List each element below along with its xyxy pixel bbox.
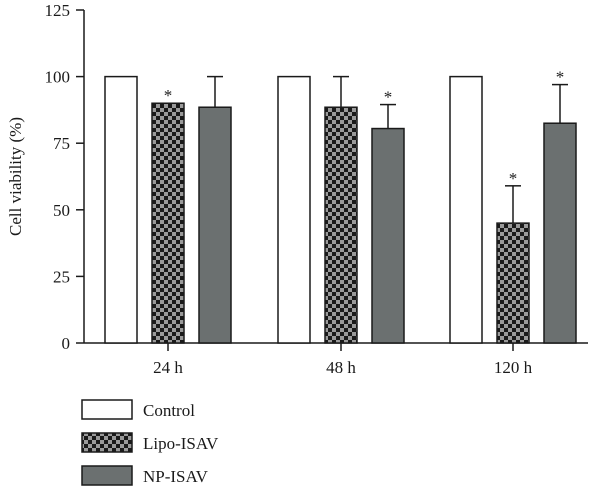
y-tick-label: 100 [45, 68, 71, 87]
legend-label: Lipo-ISAV [143, 434, 219, 453]
x-tick-label: 48 h [326, 358, 356, 377]
y-tick-label: 75 [53, 134, 70, 153]
x-tick-label: 120 h [494, 358, 533, 377]
bar [324, 106, 358, 344]
bar [496, 222, 530, 344]
bar [449, 75, 483, 344]
legend-swatch [81, 432, 133, 453]
bar [543, 122, 577, 344]
significance-star: * [384, 88, 393, 107]
x-tick-label: 24 h [153, 358, 183, 377]
significance-star: * [164, 86, 173, 105]
y-axis-title: Cell viability (%) [6, 117, 25, 236]
y-tick-label: 0 [62, 334, 71, 353]
bar [371, 127, 405, 344]
bar [277, 75, 311, 344]
legend-swatch [81, 399, 133, 420]
legend-label: NP-ISAV [143, 467, 209, 486]
y-tick-label: 25 [53, 267, 70, 286]
legend-swatch [81, 465, 133, 486]
legend: Control Lipo-ISAV NP-ISAV [81, 399, 219, 486]
bars-layer: * * * * [104, 68, 577, 344]
y-axis: 0 25 50 75 100 125 [45, 1, 85, 353]
legend-label: Control [143, 401, 195, 420]
significance-star: * [509, 169, 518, 188]
x-axis: 24 h 48 h 120 h [84, 342, 588, 377]
bar [198, 106, 232, 344]
bar [104, 75, 138, 344]
y-tick-label: 50 [53, 201, 70, 220]
bar [151, 102, 185, 344]
y-tick-label: 125 [45, 1, 71, 20]
significance-star: * [556, 68, 565, 87]
